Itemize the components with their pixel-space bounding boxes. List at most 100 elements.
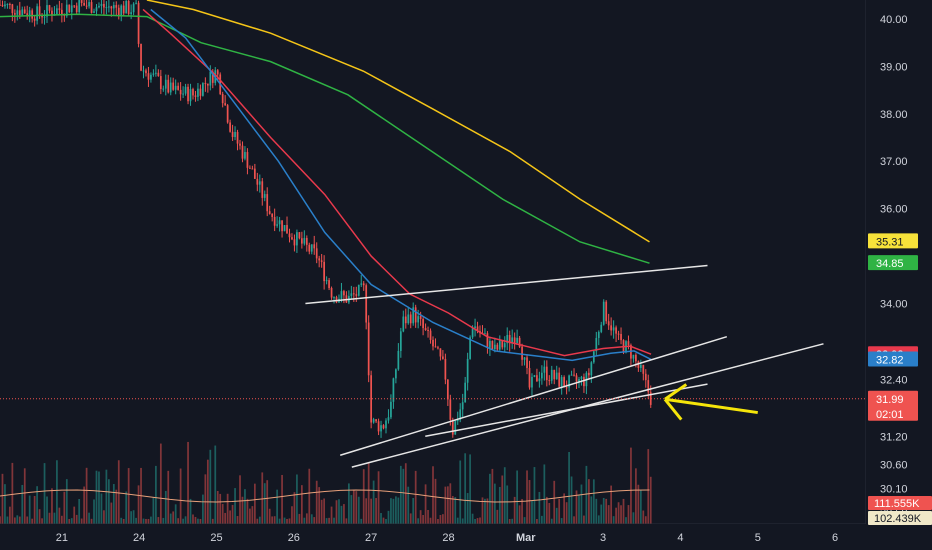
candle-body <box>236 131 239 144</box>
candle-body <box>38 6 41 16</box>
trendline-2[interactable] <box>339 335 728 456</box>
volume-bar <box>521 498 523 524</box>
volume-bar <box>147 518 150 524</box>
candle-body <box>538 378 541 382</box>
volume-bar <box>239 475 241 524</box>
price-badge <box>868 255 918 271</box>
candle-body <box>446 379 449 400</box>
candle-body <box>271 213 274 217</box>
trendline-layer[interactable] <box>305 264 824 468</box>
candle-body <box>33 18 36 21</box>
candle-body <box>637 361 640 368</box>
volume-bar <box>372 480 375 524</box>
candle-body <box>580 376 583 379</box>
candle-body <box>298 232 301 239</box>
candle-body <box>484 333 486 335</box>
candle-body <box>320 260 323 262</box>
volume-bar <box>36 486 38 524</box>
volume-bar <box>18 516 21 524</box>
volume-bar <box>461 518 464 524</box>
candle-body <box>206 83 209 86</box>
volume-bar <box>385 518 387 524</box>
candle-body <box>402 316 405 332</box>
volume-bar <box>580 484 583 524</box>
candle-body <box>424 328 427 331</box>
volume-bar <box>253 483 256 524</box>
candle-body <box>229 122 231 132</box>
volume-bar <box>11 462 14 524</box>
price-axis[interactable]: 40.00 39.00 38.00 37.00 36.00 34.00 32.40 31.20… <box>866 0 932 550</box>
candle-body <box>70 5 73 13</box>
volume-bar <box>318 487 321 524</box>
volume-bar <box>38 509 41 524</box>
volume-bar <box>182 518 184 524</box>
candle-body <box>115 5 118 8</box>
volume-bar <box>545 496 548 524</box>
volume-bar <box>78 499 81 524</box>
volume-bar <box>56 460 58 524</box>
arrow-head-upper[interactable] <box>664 383 688 401</box>
volume-badge <box>868 496 932 510</box>
volume-bar <box>568 451 570 524</box>
volume-bar <box>402 468 405 524</box>
volume-bar <box>491 468 494 524</box>
candle-body <box>142 70 145 72</box>
volume-bar <box>98 471 100 524</box>
arrow-shaft[interactable] <box>664 397 758 415</box>
volume-bar <box>130 511 133 524</box>
candle-body <box>632 354 635 359</box>
candle-body <box>536 375 538 382</box>
candle-body <box>234 131 236 138</box>
candle-body <box>177 85 180 90</box>
time-tick-label: 26 <box>288 532 300 544</box>
trendline-1[interactable] <box>305 264 708 305</box>
volume-bar <box>4 484 6 524</box>
volume-bar <box>607 505 610 524</box>
volume-bar <box>553 480 556 524</box>
volume-bar <box>236 516 239 524</box>
trendline-4[interactable] <box>425 383 708 438</box>
time-tick-label: 24 <box>133 532 145 544</box>
volume-bar <box>23 468 26 524</box>
candle-body <box>182 93 184 95</box>
volume-bar <box>313 517 316 524</box>
candle-body <box>179 89 182 95</box>
candle-body <box>145 70 147 74</box>
candle-body <box>597 331 600 338</box>
volume-bar <box>414 470 417 524</box>
volume-bar <box>142 518 145 524</box>
volume-bar <box>189 498 192 524</box>
candle-body <box>343 291 345 296</box>
time-tick-label: 27 <box>365 532 377 544</box>
candle-body <box>303 237 306 244</box>
candle-body <box>409 314 412 324</box>
arrow-head-lower[interactable] <box>663 398 683 421</box>
volume-bar <box>246 498 249 524</box>
candle-body <box>466 358 469 383</box>
annotation-arrow[interactable] <box>663 383 758 421</box>
candle-body <box>456 419 459 422</box>
trendline-3[interactable] <box>351 343 824 468</box>
volume-bar <box>9 506 11 524</box>
candle-body <box>110 6 113 9</box>
candle-body <box>323 261 325 282</box>
candle-body <box>350 293 353 296</box>
volume-bar <box>229 510 231 524</box>
volume-bar <box>469 454 471 524</box>
volume-bar <box>16 515 19 524</box>
price-tick-label: 30.10 <box>880 483 908 495</box>
candle-body <box>439 348 442 357</box>
volume-bar <box>427 510 429 524</box>
candle-body <box>80 0 83 4</box>
candle-body <box>192 89 194 96</box>
volume-bar <box>352 489 355 524</box>
time-axis[interactable]: 21 24 25 26 27 28 Mar 3 4 5 6 <box>0 524 932 550</box>
volume-bar <box>283 517 286 524</box>
volume-bar <box>73 506 76 524</box>
time-axis-background <box>0 524 932 550</box>
candle-body <box>127 0 130 15</box>
moving-average-line-3 <box>142 8 652 357</box>
volume-bar <box>88 512 90 524</box>
candle-body <box>125 0 128 14</box>
